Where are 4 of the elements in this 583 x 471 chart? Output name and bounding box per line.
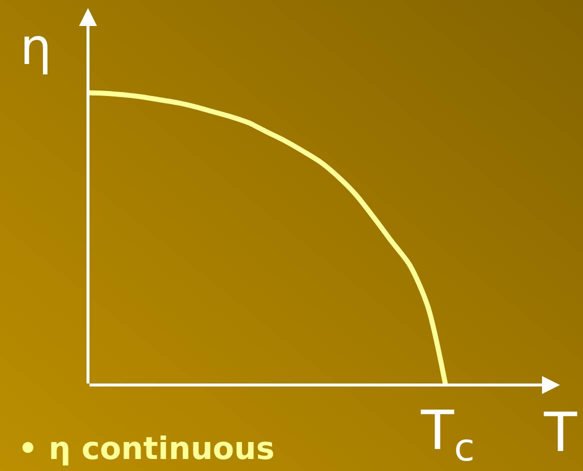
- x-axis-title: T: [543, 401, 578, 464]
- text: T$_{c}$: [420, 399, 475, 470]
- y-axis-title: η: [20, 18, 52, 76]
- text: • η continuous: [18, 431, 275, 467]
